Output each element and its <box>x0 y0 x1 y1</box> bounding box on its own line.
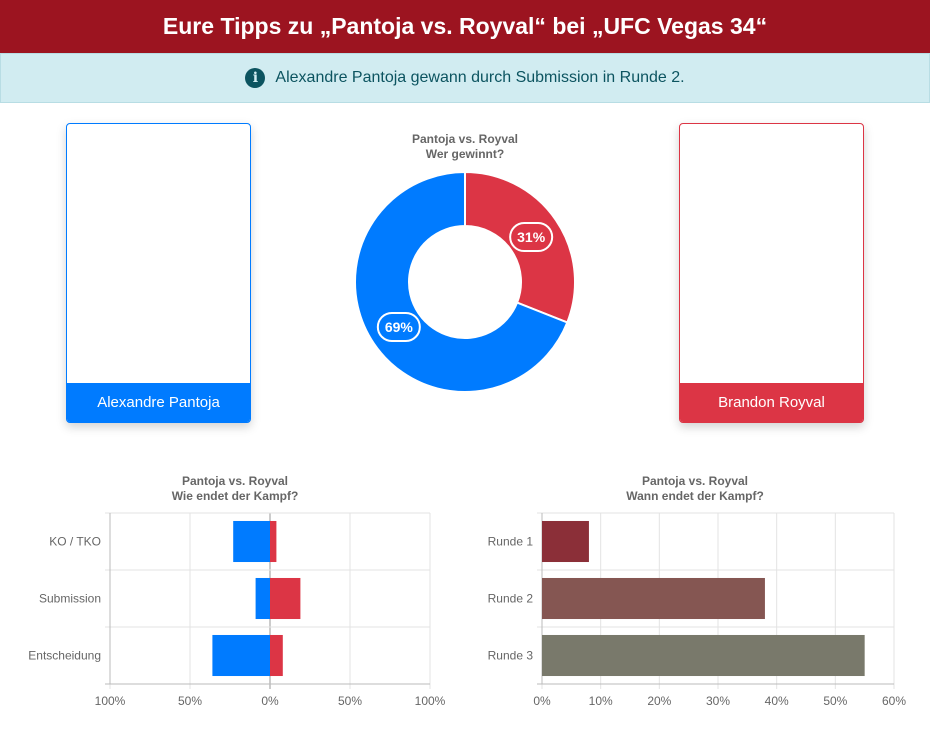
x-tick-label: 0% <box>533 694 551 708</box>
info-circle-icon: i <box>245 68 266 88</box>
chart-title: Pantoja vs. Royval <box>412 132 518 146</box>
y-tick-label: KO / TKO <box>49 535 101 549</box>
donut-label-badge <box>376 311 421 342</box>
fighter-photo-pantoja <box>67 124 250 385</box>
chart-subtitle: Wann endet der Kampf? <box>626 489 764 503</box>
page-title: Eure Tipps zu „Pantoja vs. Royval“ bei „… <box>0 0 930 53</box>
x-tick-label: 60% <box>882 694 906 708</box>
result-alert: i Alexandre Pantoja gewann durch Submiss… <box>0 53 930 103</box>
chart-subtitle: Wer gewinnt? <box>426 147 504 161</box>
y-tick-label: Submission <box>39 592 101 606</box>
method-bar <box>212 634 270 677</box>
x-tick-label: 100% <box>95 694 126 708</box>
x-tick-label: 30% <box>706 694 730 708</box>
fighter-name-royval[interactable]: Brandon Royval <box>680 383 863 422</box>
method-bar <box>270 520 277 563</box>
x-tick-label: 50% <box>823 694 847 708</box>
x-tick-label: 0% <box>261 694 279 708</box>
y-tick-label: Runde 3 <box>488 649 534 663</box>
chart-title: Pantoja vs. Royval <box>642 474 748 488</box>
round-bar <box>542 634 865 677</box>
donut-label: 69% <box>376 311 421 342</box>
round-bar <box>542 577 765 620</box>
chart-subtitle: Wie endet der Kampf? <box>172 489 299 503</box>
method-bar <box>255 577 270 620</box>
round-bar <box>542 520 589 563</box>
y-tick-label: Runde 2 <box>488 592 534 606</box>
fighter-card-pantoja[interactable]: Alexandre Pantoja <box>66 123 251 423</box>
donut-label-badge <box>509 222 554 253</box>
method-bar <box>270 634 283 677</box>
method-bar <box>270 577 301 620</box>
y-tick-label: Entscheidung <box>28 649 101 663</box>
fighter-card-royval[interactable]: Brandon Royval <box>679 123 864 423</box>
method-bar <box>233 520 270 563</box>
fighter-photo-royval <box>680 124 863 385</box>
donut-label: 31% <box>509 222 554 253</box>
chart-title: Pantoja vs. Royval <box>182 474 288 488</box>
x-tick-label: 10% <box>589 694 613 708</box>
y-tick-label: Runde 1 <box>488 535 534 549</box>
donut-label-text: 69% <box>385 319 414 335</box>
x-tick-label: 50% <box>338 694 362 708</box>
donut-label-text: 31% <box>517 229 546 245</box>
fighter-name-pantoja[interactable]: Alexandre Pantoja <box>67 383 250 422</box>
result-text: Alexandre Pantoja gewann durch Submissio… <box>275 69 685 86</box>
x-tick-label: 40% <box>765 694 789 708</box>
x-tick-label: 50% <box>178 694 202 708</box>
x-tick-label: 100% <box>415 694 446 708</box>
x-tick-label: 20% <box>647 694 671 708</box>
